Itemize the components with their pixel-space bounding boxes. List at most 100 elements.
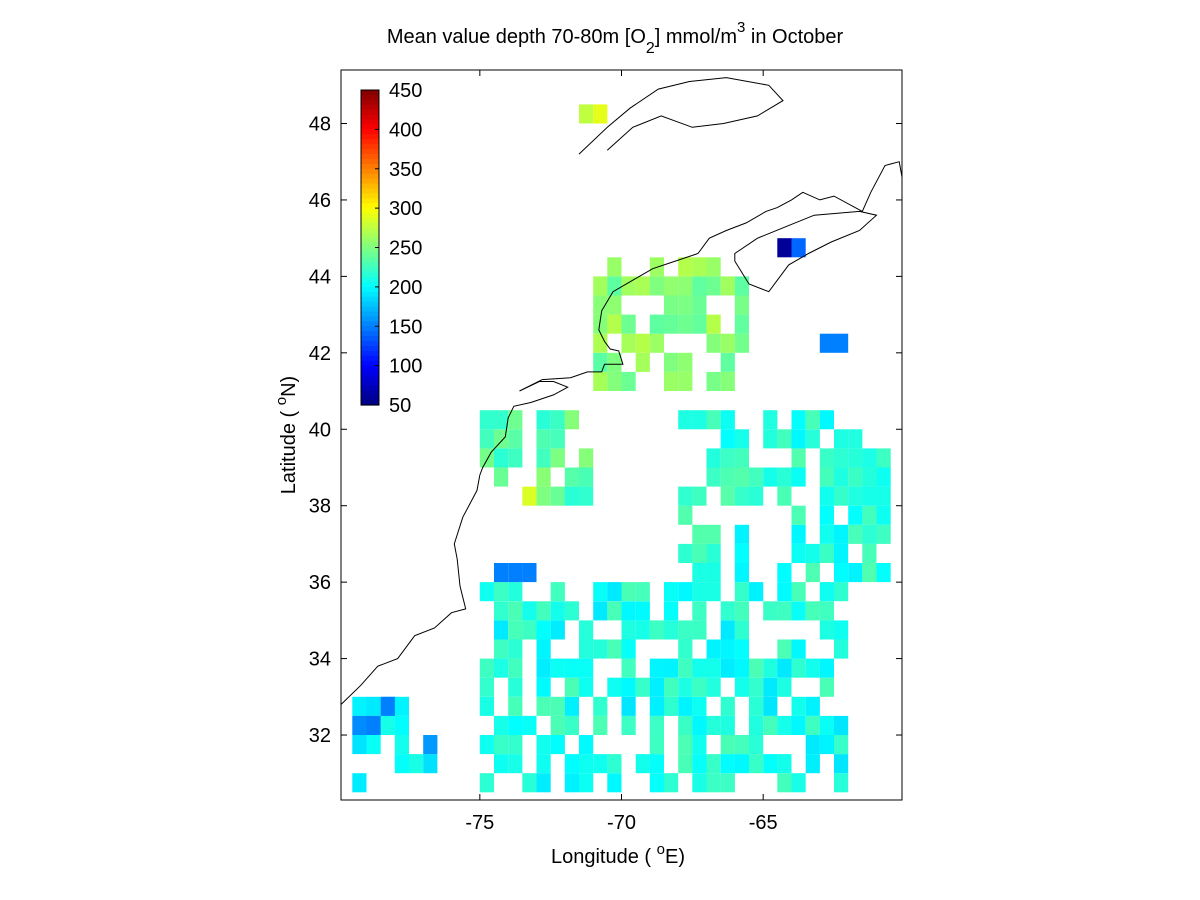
colorbar-step-25 <box>361 213 379 219</box>
y-tick-label-4: 40 <box>309 419 331 441</box>
heatmap-cell-365 <box>834 333 849 353</box>
heatmap-cell-346 <box>352 773 367 793</box>
colorbar-step-44 <box>361 306 379 313</box>
heatmap-cell-253 <box>664 601 679 621</box>
heatmap-cell-328 <box>805 715 820 735</box>
coastline-peninsula <box>734 210 878 293</box>
heatmap-cell-74 <box>579 467 594 487</box>
heatmap-cell-316 <box>777 639 792 659</box>
heatmap-cell-106 <box>763 429 778 449</box>
heatmap-cell-135 <box>834 448 849 468</box>
heatmap-cell-156 <box>876 448 891 468</box>
heatmap-cell-154 <box>876 486 891 506</box>
heatmap-cell-80 <box>692 563 707 583</box>
heatmap-cell-147 <box>862 505 877 525</box>
heatmap-cell-75 <box>579 448 594 468</box>
heatmap-cell-331 <box>805 601 820 621</box>
colorbar-step-61 <box>361 390 379 396</box>
heatmap-cell-211 <box>579 677 594 697</box>
y-tick-label-7: 46 <box>309 190 331 212</box>
heatmap-cell-139 <box>848 505 863 525</box>
heatmap-cell-306 <box>763 715 778 735</box>
heatmap-cell-329 <box>805 696 820 716</box>
heatmap-cell-134 <box>834 467 849 487</box>
heatmap-cell-155 <box>876 467 891 487</box>
heatmap-cell-256 <box>678 735 693 755</box>
colorbar-step-41 <box>361 291 379 298</box>
heatmap-cell-168 <box>494 620 509 640</box>
heatmap-cell-265 <box>692 754 707 774</box>
colorbar-tick-label-3: 300 <box>389 198 422 220</box>
heatmap-cell-115 <box>791 467 806 487</box>
colorbar-step-37 <box>361 272 379 278</box>
heatmap-cell-157 <box>479 773 494 793</box>
heatmap-cell-97 <box>734 543 749 563</box>
heatmap-cell-191 <box>536 639 551 659</box>
colorbar-step-54 <box>361 355 379 362</box>
colorbar-step-3 <box>361 104 379 111</box>
heatmap-cell-358 <box>409 754 424 774</box>
heatmap-cell-318 <box>777 582 792 602</box>
heatmap-cell-108 <box>777 563 792 583</box>
heatmap-cell-293 <box>734 658 749 678</box>
colorbar-step-21 <box>361 193 379 199</box>
heatmap-cell-162 <box>479 582 494 602</box>
colorbar-step-43 <box>361 301 379 308</box>
heatmap-cell-83 <box>692 486 707 506</box>
heatmap-cell-251 <box>664 658 679 678</box>
heatmap-cell-144 <box>862 563 877 583</box>
heatmap-cell-87 <box>706 524 721 544</box>
heatmap-cell-118 <box>791 410 806 430</box>
heatmap-cell-196 <box>550 696 565 716</box>
heatmap-cell-216 <box>593 715 608 735</box>
heatmap-cell-71 <box>564 467 579 487</box>
heatmap-cell-298 <box>749 754 764 774</box>
heatmap-cell-173 <box>508 715 523 735</box>
chart-title: Mean value depth 70-80m [O2] mmol/m3 in … <box>387 19 844 57</box>
heatmap-cell-324 <box>791 601 806 621</box>
heatmap-cell-294 <box>734 639 749 659</box>
heatmap-cell-16 <box>635 352 650 372</box>
heatmap-cell-231 <box>621 639 636 659</box>
heatmap-cell-312 <box>777 754 792 774</box>
colorbar-step-15 <box>361 163 379 170</box>
heatmap-cell-177 <box>508 639 523 659</box>
heatmap-cell-338 <box>819 582 834 602</box>
colorbar-step-17 <box>361 173 379 180</box>
heatmap-cell-271 <box>692 620 707 640</box>
heatmap-cell-254 <box>664 582 679 602</box>
colorbar-step-8 <box>361 129 379 135</box>
colorbar-step-20 <box>361 188 379 194</box>
heatmap-cell-116 <box>791 448 806 468</box>
heatmap-cell-179 <box>508 601 523 621</box>
heatmap-cell-129 <box>819 410 834 430</box>
heatmap-cell-360 <box>777 238 792 258</box>
heatmap-cell-123 <box>819 543 834 563</box>
heatmap-cell-208 <box>579 773 594 793</box>
colorbar-step-40 <box>361 286 379 293</box>
heatmap-cell-46 <box>720 276 735 296</box>
heatmap-cell-352 <box>380 715 395 735</box>
heatmap-cell-113 <box>791 524 806 544</box>
colorbar-tick-label-5: 200 <box>389 277 422 299</box>
heatmap-cell-53 <box>479 410 494 430</box>
colorbar-step-58 <box>361 375 379 381</box>
heatmap-cell-285 <box>720 696 735 716</box>
colorbar-step-59 <box>361 380 379 386</box>
x-tick-label-2: -65 <box>749 812 778 834</box>
heatmap-cell-117 <box>791 429 806 449</box>
heatmap-cell-180 <box>508 582 523 602</box>
colorbar-step-12 <box>361 149 379 155</box>
y-axis-label: Latitude ( oN) <box>273 376 300 494</box>
heatmap-cell-31 <box>678 295 693 315</box>
heatmap-cell-229 <box>621 677 636 697</box>
heatmap-cell-317 <box>777 601 792 621</box>
heatmap-cell-60 <box>508 410 523 430</box>
heatmap-cell-340 <box>834 754 849 774</box>
heatmap-cell-61 <box>536 486 551 506</box>
heatmap-cell-300 <box>749 715 764 735</box>
heatmap-cell-132 <box>834 524 849 544</box>
heatmap-cell-323 <box>791 639 806 659</box>
heatmap-cell-214 <box>579 620 594 640</box>
heatmap-cell-279 <box>706 639 721 659</box>
